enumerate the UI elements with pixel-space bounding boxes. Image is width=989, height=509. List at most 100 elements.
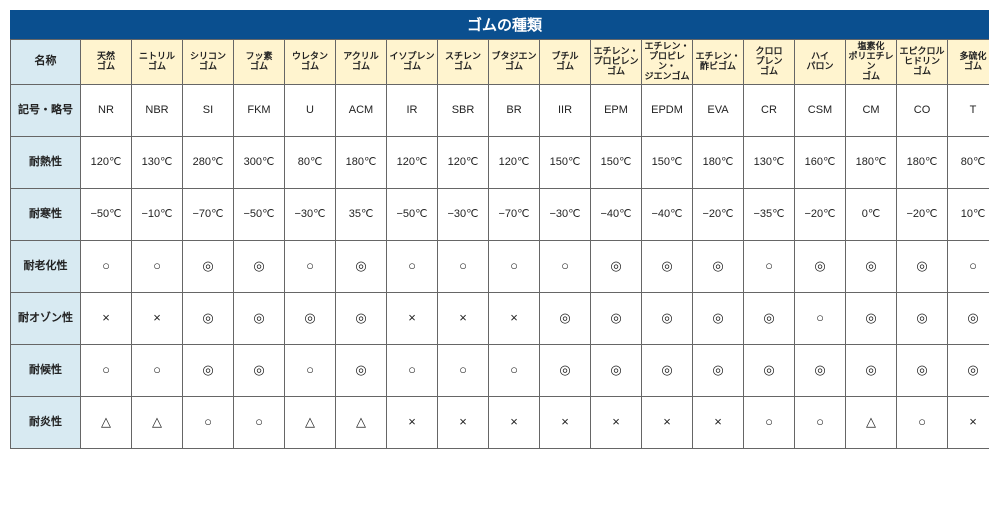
data-cell: ○ <box>795 292 846 344</box>
data-cell: ◎ <box>591 292 642 344</box>
data-cell: × <box>132 292 183 344</box>
data-cell: ◎ <box>948 344 989 396</box>
data-cell: × <box>438 396 489 448</box>
data-cell: T <box>948 84 989 136</box>
data-cell: ◎ <box>897 240 948 292</box>
data-cell: −30℃ <box>285 188 336 240</box>
data-cell: −35℃ <box>744 188 795 240</box>
data-cell: ○ <box>795 396 846 448</box>
data-cell: 160℃ <box>795 136 846 188</box>
table-title-bar: ゴムの種類 <box>10 10 989 39</box>
data-cell: 180℃ <box>846 136 897 188</box>
data-cell: ○ <box>81 240 132 292</box>
row-label: 耐候性 <box>11 344 81 396</box>
data-cell: ◎ <box>336 240 387 292</box>
data-cell: 10℃ <box>948 188 989 240</box>
data-cell: 130℃ <box>132 136 183 188</box>
data-cell: × <box>438 292 489 344</box>
data-cell: 150℃ <box>642 136 693 188</box>
data-cell: NBR <box>132 84 183 136</box>
data-cell: IR <box>387 84 438 136</box>
col-header: 多硫化ゴム <box>948 40 989 85</box>
data-cell: × <box>387 292 438 344</box>
data-cell: 120℃ <box>387 136 438 188</box>
data-cell: −40℃ <box>591 188 642 240</box>
data-cell: ◎ <box>540 292 591 344</box>
data-cell: ○ <box>948 240 989 292</box>
col-header: 天然ゴム <box>81 40 132 85</box>
data-cell: ○ <box>438 344 489 396</box>
data-cell: BR <box>489 84 540 136</box>
data-cell: ◎ <box>642 292 693 344</box>
data-cell: CO <box>897 84 948 136</box>
col-header: シリコンゴム <box>183 40 234 85</box>
data-cell: NR <box>81 84 132 136</box>
data-cell: IIR <box>540 84 591 136</box>
data-cell: −50℃ <box>81 188 132 240</box>
row-label: 耐老化性 <box>11 240 81 292</box>
row-label: 耐炎性 <box>11 396 81 448</box>
data-cell: ◎ <box>336 344 387 396</box>
data-cell: ○ <box>387 344 438 396</box>
data-cell: −50℃ <box>387 188 438 240</box>
data-cell: ◎ <box>642 240 693 292</box>
col-header: アクリルゴム <box>336 40 387 85</box>
data-cell: U <box>285 84 336 136</box>
data-cell: −50℃ <box>234 188 285 240</box>
data-cell: SBR <box>438 84 489 136</box>
data-cell: ○ <box>438 240 489 292</box>
data-cell: ○ <box>285 240 336 292</box>
rubber-types-table: 名称天然ゴムニトリルゴムシリコンゴムフッ素ゴムウレタンゴムアクリルゴムイソプレン… <box>10 39 989 449</box>
data-cell: ○ <box>234 396 285 448</box>
data-cell: ◎ <box>897 292 948 344</box>
data-cell: 80℃ <box>285 136 336 188</box>
data-cell: ◎ <box>591 240 642 292</box>
data-cell: ○ <box>132 344 183 396</box>
data-cell: ◎ <box>234 292 285 344</box>
data-cell: −40℃ <box>642 188 693 240</box>
data-cell: ◎ <box>183 344 234 396</box>
data-cell: × <box>642 396 693 448</box>
data-cell: ◎ <box>183 240 234 292</box>
data-cell: ◎ <box>693 292 744 344</box>
rubber-types-table-container: ゴムの種類 名称天然ゴムニトリルゴムシリコンゴムフッ素ゴムウレタンゴムアクリルゴ… <box>10 10 989 449</box>
data-cell: ◎ <box>591 344 642 396</box>
data-cell: △ <box>846 396 897 448</box>
data-cell: −10℃ <box>132 188 183 240</box>
data-cell: EPM <box>591 84 642 136</box>
col-header: エピクロルヒドリンゴム <box>897 40 948 85</box>
data-cell: × <box>591 396 642 448</box>
data-cell: −70℃ <box>489 188 540 240</box>
data-cell: ◎ <box>540 344 591 396</box>
col-header: クロロプレンゴム <box>744 40 795 85</box>
col-header: ブチルゴム <box>540 40 591 85</box>
data-cell: 180℃ <box>897 136 948 188</box>
data-cell: ◎ <box>846 240 897 292</box>
data-cell: −20℃ <box>795 188 846 240</box>
data-cell: SI <box>183 84 234 136</box>
data-cell: ○ <box>744 396 795 448</box>
row-label-name: 名称 <box>11 40 81 85</box>
col-header: スチレンゴム <box>438 40 489 85</box>
data-cell: △ <box>81 396 132 448</box>
data-cell: 300℃ <box>234 136 285 188</box>
data-cell: −70℃ <box>183 188 234 240</box>
data-cell: EVA <box>693 84 744 136</box>
data-cell: ◎ <box>897 344 948 396</box>
data-cell: ◎ <box>693 344 744 396</box>
data-cell: ○ <box>132 240 183 292</box>
data-cell: × <box>81 292 132 344</box>
data-cell: ◎ <box>183 292 234 344</box>
data-cell: ◎ <box>795 240 846 292</box>
data-cell: ○ <box>387 240 438 292</box>
data-cell: 150℃ <box>540 136 591 188</box>
data-cell: −20℃ <box>693 188 744 240</box>
col-header: 塩素化ポリエチレンゴム <box>846 40 897 85</box>
data-cell: 120℃ <box>438 136 489 188</box>
data-cell: EPDM <box>642 84 693 136</box>
col-header: ハイパロン <box>795 40 846 85</box>
data-cell: × <box>948 396 989 448</box>
data-cell: ○ <box>744 240 795 292</box>
col-header: エチレン・酢ビゴム <box>693 40 744 85</box>
data-cell: ◎ <box>642 344 693 396</box>
